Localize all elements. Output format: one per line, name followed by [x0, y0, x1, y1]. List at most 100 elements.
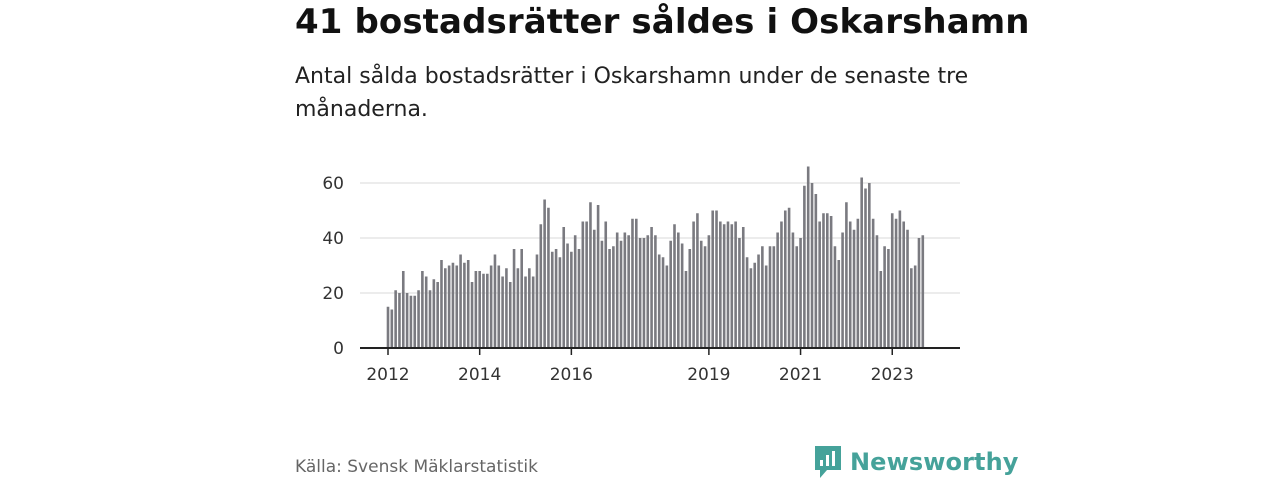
bar: [398, 293, 401, 348]
bar: [864, 188, 867, 348]
bar: [635, 218, 638, 348]
bar: [822, 213, 825, 348]
bar: [409, 295, 413, 348]
bar: [829, 216, 833, 348]
bar: [818, 221, 821, 348]
bar: [684, 271, 688, 348]
bar: [466, 260, 470, 348]
bar: [761, 246, 764, 348]
bar: [440, 260, 443, 348]
bar: [554, 249, 558, 348]
bar: [783, 210, 787, 348]
bar: [638, 238, 642, 348]
bar: [394, 290, 397, 348]
bar: [596, 205, 600, 348]
bar: [734, 221, 737, 348]
bar: [592, 229, 596, 348]
bar: [703, 246, 707, 348]
y-tick-label: 0: [333, 339, 344, 359]
last-value-label: 41: [918, 0, 942, 5]
bar: [581, 221, 585, 348]
bar: [757, 254, 760, 348]
bar: [432, 279, 436, 348]
bars: [386, 166, 925, 348]
bar: [413, 295, 417, 348]
bar: [696, 213, 699, 348]
bar: [531, 276, 535, 348]
bar: [589, 202, 592, 348]
x-tick-label: 2019: [687, 365, 730, 385]
bar: [543, 199, 546, 348]
bar: [673, 224, 676, 348]
bar: [730, 224, 734, 348]
bar: [493, 254, 497, 348]
bar: [803, 185, 806, 348]
bar: [868, 183, 871, 348]
bar: [856, 218, 860, 348]
x-tick-label: 2014: [458, 365, 501, 385]
bar: [547, 207, 550, 348]
bar: [852, 229, 856, 348]
bar: [841, 232, 844, 348]
bar: [845, 202, 848, 348]
bar: [917, 238, 921, 348]
bar: [699, 240, 703, 348]
bar: [444, 268, 447, 348]
bar: [726, 221, 730, 348]
bar: [749, 268, 753, 348]
bar: [447, 265, 451, 348]
bar: [887, 249, 890, 348]
brand-logo[interactable]: Newsworthy: [814, 445, 1019, 479]
bar: [806, 166, 810, 348]
bar: [707, 235, 711, 348]
bar: [848, 221, 852, 348]
bar: [741, 227, 745, 348]
bar: [875, 235, 879, 348]
bar: [463, 262, 466, 348]
bar: [558, 257, 562, 348]
bar: [585, 221, 588, 348]
bar: [826, 213, 829, 348]
bar: [539, 224, 543, 348]
bar: [573, 235, 577, 348]
bar: [833, 246, 837, 348]
bar: [764, 265, 768, 348]
bar: [520, 249, 523, 348]
bar: [417, 290, 420, 348]
brand-name: Newsworthy: [850, 448, 1019, 476]
x-tick-label: 2023: [871, 365, 914, 385]
bar: [650, 227, 653, 348]
bar: [646, 235, 650, 348]
bar: [913, 265, 917, 348]
bar: [768, 246, 772, 348]
bar: [883, 246, 886, 348]
bar: [795, 246, 799, 348]
chart-title: 41 bostadsrätter såldes i Oskarshamn: [295, 2, 1030, 42]
bar: [772, 246, 776, 348]
bar: [600, 240, 604, 348]
bar: [474, 271, 478, 348]
bar: [780, 221, 783, 348]
bar: [459, 254, 462, 348]
bar: [745, 257, 749, 348]
bar: [390, 309, 394, 348]
bar: [512, 249, 516, 348]
bar: [405, 293, 409, 348]
bar: [791, 232, 795, 348]
bar: [657, 254, 661, 348]
bar: [386, 306, 390, 348]
source-note: Källa: Svensk Mäklarstatistik: [295, 457, 538, 477]
bar: [566, 243, 569, 348]
bar: [470, 282, 474, 348]
bar: [623, 232, 627, 348]
x-axis-ticks: 2012 2014 2016 2019 2021 2023: [366, 348, 914, 385]
bar: [535, 254, 539, 348]
bar: [562, 227, 566, 348]
bar: [455, 265, 459, 348]
bar: [436, 282, 439, 348]
bar: [680, 243, 684, 348]
bar: [524, 276, 527, 348]
bar: [890, 213, 894, 348]
bar: [489, 265, 493, 348]
bar: [627, 235, 630, 348]
